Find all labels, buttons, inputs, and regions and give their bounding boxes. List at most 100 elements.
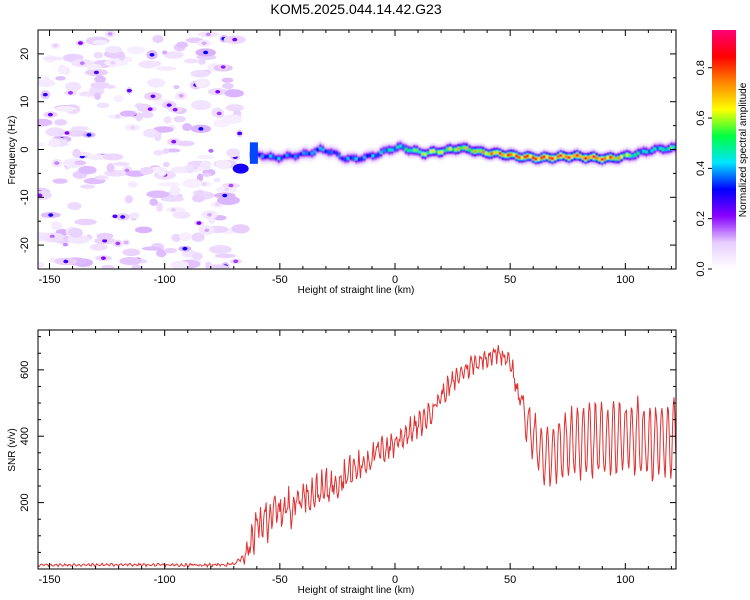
- noise-blob: [119, 110, 137, 117]
- noise-core: [68, 91, 74, 95]
- ridge-cell: [343, 157, 347, 161]
- ridge-cell: [623, 153, 626, 157]
- colorbar-ticks: 0.0 0.2 0.4 0.6 0.8: [695, 60, 712, 277]
- noise-core: [208, 148, 214, 153]
- ridge-cell: [407, 149, 411, 153]
- ridge-cell: [432, 149, 435, 153]
- ridge-cell: [459, 146, 463, 150]
- noise-core: [54, 161, 60, 165]
- ridge-cell: [382, 149, 386, 153]
- ridge-cell: [473, 149, 477, 153]
- noise-blob: [54, 119, 67, 126]
- noise-blob: [171, 233, 182, 242]
- noise-blob: [141, 246, 162, 251]
- noise-core: [147, 107, 153, 111]
- noise-blob: [191, 232, 205, 242]
- ridge-cell: [592, 155, 596, 159]
- ridge-cell: [581, 156, 585, 160]
- noise-core: [49, 234, 55, 239]
- ridge-cell: [429, 150, 433, 154]
- noise-core: [48, 213, 54, 217]
- noise-blob: [129, 212, 140, 219]
- ridge-cell: [609, 155, 612, 159]
- snr-x-ticks: -150 -100 -50 0 50 100: [39, 330, 672, 586]
- noise-blob: [105, 84, 116, 89]
- ridge-cell: [498, 151, 502, 155]
- y-tick-label: 200: [19, 493, 31, 511]
- noise-blob: [170, 260, 190, 269]
- noise-core: [166, 103, 172, 107]
- noise-blob: [51, 221, 63, 231]
- noise-blob: [93, 51, 104, 59]
- noise-core: [215, 89, 221, 94]
- ridge-cell: [548, 156, 551, 160]
- noise-blob: [38, 118, 53, 127]
- colorbar-gradient: [712, 30, 736, 269]
- ridge-cell: [377, 153, 380, 157]
- ridge-cell: [506, 153, 510, 157]
- noise-core: [77, 41, 83, 45]
- ridge-cell: [661, 147, 665, 151]
- ridge-cell: [606, 156, 610, 160]
- ridge-cell: [526, 154, 529, 158]
- noise-core: [171, 139, 177, 144]
- ridge-cell: [305, 151, 308, 155]
- ridge-cell: [277, 157, 281, 161]
- ridge-cell: [559, 154, 563, 158]
- noise-core: [203, 50, 209, 55]
- ridge-cell: [537, 157, 540, 161]
- ridge-cell: [650, 149, 654, 153]
- x-tick-label: -150: [39, 574, 61, 586]
- ridge-cell: [589, 155, 593, 159]
- ridge-cell: [545, 155, 549, 159]
- ridge-cell: [318, 146, 322, 150]
- noise-core: [115, 241, 121, 246]
- ridge-cell: [495, 150, 499, 154]
- ridge-cell: [603, 157, 607, 161]
- noise-blob: [179, 232, 192, 242]
- ridge-cell: [512, 153, 516, 157]
- noise-blob: [156, 202, 163, 212]
- ridge-cell: [418, 150, 422, 154]
- noise-core: [79, 61, 85, 65]
- ridge-cell: [310, 151, 314, 155]
- noise-core: [102, 238, 108, 243]
- noise-blob: [70, 126, 89, 132]
- noise-blob: [152, 34, 164, 44]
- noise-blob: [104, 45, 123, 54]
- ridge-cell: [393, 147, 397, 151]
- ridge-cell: [388, 148, 391, 152]
- noise-core: [172, 107, 178, 112]
- ridge-cell: [412, 148, 416, 152]
- y-tick-label: -10: [19, 189, 31, 205]
- noise-core: [52, 43, 58, 48]
- noise-core: [201, 182, 207, 186]
- ridge-cell: [515, 154, 518, 158]
- noise-blob: [221, 77, 234, 83]
- ridge-cell: [664, 148, 668, 152]
- noise-core: [228, 183, 234, 188]
- noise-blob: [176, 41, 188, 49]
- noise-blob: [226, 148, 241, 158]
- noise-blob: [38, 262, 45, 268]
- spectrogram-y-label: Frequency (Hz): [7, 116, 18, 185]
- ridge-cell: [667, 147, 670, 151]
- noise-core: [170, 208, 176, 212]
- ridge-cell: [296, 154, 300, 158]
- noise-blob: [176, 140, 195, 147]
- noise-core: [124, 168, 130, 173]
- ridge-cell: [573, 154, 576, 158]
- ridge-cell: [645, 150, 648, 154]
- ridge-cell: [288, 153, 292, 157]
- ridge-cell: [598, 157, 601, 161]
- noise-blob: [94, 175, 109, 180]
- noise-blob: [101, 264, 115, 269]
- noise-blob: [163, 116, 172, 124]
- noise-blob: [139, 167, 154, 175]
- ridge-cell: [283, 155, 286, 159]
- ridge-cell: [523, 155, 527, 159]
- ridge-cell: [647, 150, 651, 154]
- noise-core: [93, 70, 99, 75]
- ridge-cell: [399, 144, 402, 148]
